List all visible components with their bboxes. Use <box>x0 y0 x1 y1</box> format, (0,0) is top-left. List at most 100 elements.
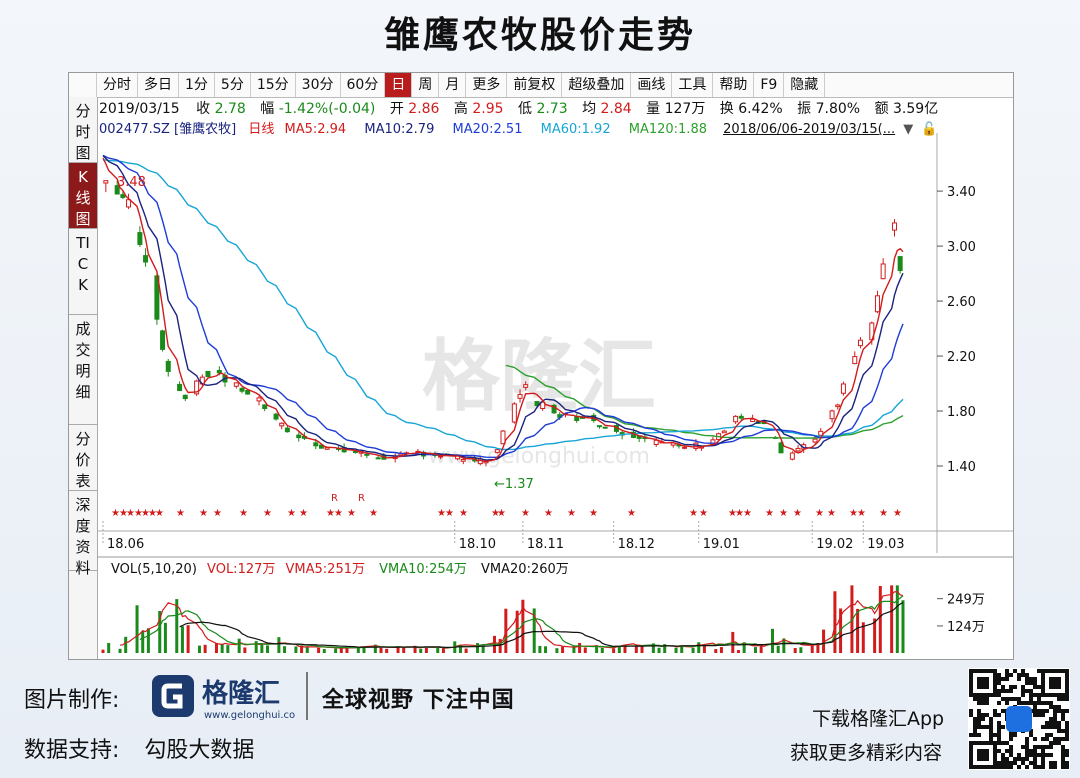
toolbar-item-5[interactable]: 30分 <box>296 73 341 97</box>
toolbar-item-4[interactable]: 15分 <box>251 73 296 97</box>
toolbar-item-3[interactable]: 5分 <box>215 73 251 97</box>
signal-star: ★ <box>176 508 185 519</box>
side-tab-5[interactable]: 深度资料 <box>69 491 97 577</box>
y-tick-label-1: 1.80 <box>947 405 976 420</box>
volume-bar <box>702 644 706 653</box>
candle-body <box>318 444 324 449</box>
candle-body <box>880 263 886 280</box>
stock-code[interactable]: 002477.SZ [雏鹰农牧] <box>99 122 237 137</box>
volume-bar <box>458 645 462 653</box>
signal-star: ★ <box>699 508 708 519</box>
volume-bar <box>600 647 604 653</box>
dropdown-triangle-icon[interactable]: ▼ <box>903 122 914 137</box>
toolbar-item-9[interactable]: 月 <box>439 73 467 97</box>
candle-body <box>596 425 602 428</box>
candle-body <box>852 356 858 365</box>
change-value: -1.42%(-0.04) <box>278 101 376 117</box>
side-tab-0[interactable]: 分时图 <box>69 97 97 163</box>
high-value: 2.95 <box>472 101 504 117</box>
toolbar-item-15[interactable]: 帮助 <box>713 73 755 97</box>
data-source: 勾股大数据 <box>144 738 255 763</box>
quote-date: 2019/03/15 <box>99 101 180 117</box>
vma10-value: VMA10:254万 <box>379 562 467 577</box>
toolbar-item-7[interactable]: 日 <box>385 73 413 97</box>
annotation-0: 3.48 <box>117 175 146 190</box>
volume-bar <box>691 648 695 653</box>
signal-star: ★ <box>334 508 343 519</box>
volume-bar <box>214 643 218 653</box>
amount-value: 3.59亿 <box>893 101 939 117</box>
candle-body <box>891 222 897 231</box>
slogan: 全球视野 下注中国 <box>322 688 515 713</box>
candle-body <box>534 401 540 407</box>
volume-bar <box>555 648 559 653</box>
signal-star: ★ <box>765 508 774 519</box>
volume-bar <box>895 585 899 653</box>
volume-bar <box>481 645 485 653</box>
ma5-line <box>102 157 904 463</box>
volume-bar <box>243 647 247 653</box>
candle-body <box>284 427 290 433</box>
candle-body <box>602 426 608 429</box>
candle-body <box>245 389 251 395</box>
candle-body <box>835 404 841 408</box>
date-range-selector[interactable]: 2018/06/06-2019/03/15(... <box>723 122 896 137</box>
volume-bar <box>163 622 167 653</box>
volume-bar <box>283 646 287 653</box>
turnover-value: 6.42% <box>738 101 783 117</box>
footer: 图片制作: 格隆汇 www.gelonghui.com 全球视野 下注中国 数据… <box>0 660 1080 778</box>
side-tab-4[interactable]: 分价表 <box>69 425 97 491</box>
volume-bar <box>317 647 321 653</box>
logo-mark-icon: 格隆汇 www.gelonghui.com <box>152 675 305 721</box>
volume-bar <box>158 610 162 653</box>
toolbar-item-13[interactable]: 画线 <box>631 73 673 97</box>
toolbar-item-2[interactable]: 1分 <box>179 73 215 97</box>
signal-star: ★ <box>126 508 135 519</box>
volume-bar <box>385 648 389 653</box>
toolbar-item-17[interactable]: 隐藏 <box>784 73 826 97</box>
signal-star: ★ <box>827 508 836 519</box>
volume-bar <box>623 645 627 653</box>
volume-bar <box>538 645 542 653</box>
candle-body <box>795 447 801 452</box>
side-tab-1[interactable]: K线图 <box>69 163 97 229</box>
volume-bar <box>759 644 763 653</box>
volume-bar <box>634 646 638 653</box>
turnover-label: 换 <box>719 101 734 117</box>
toolbar-item-8[interactable]: 周 <box>412 73 440 97</box>
toolbar-item-6[interactable]: 60分 <box>341 73 386 97</box>
candle-body <box>540 401 546 409</box>
volume-bar <box>356 647 360 653</box>
toolbar-item-16[interactable]: F9 <box>754 73 785 97</box>
high-label: 高 <box>453 101 468 117</box>
volume-bar <box>475 643 479 653</box>
open-label: 开 <box>389 101 404 117</box>
ma5-legend: MA5:2.94 <box>284 122 347 137</box>
volume-bar <box>436 648 440 653</box>
signal-star: ★ <box>793 508 802 519</box>
candle-body <box>103 180 109 184</box>
toolbar-item-12[interactable]: 超级叠加 <box>562 73 632 97</box>
candle-body <box>574 416 580 421</box>
candle-body <box>733 415 739 423</box>
amplitude-value: 7.80% <box>815 101 861 117</box>
ma120-legend: MA120:1.88 <box>628 122 707 137</box>
signal-star: ★ <box>263 508 272 519</box>
signal-star: ★ <box>326 508 335 519</box>
toolbar-item-1[interactable]: 多日 <box>138 73 179 97</box>
toolbar-item-11[interactable]: 前复权 <box>507 73 563 97</box>
lock-icon[interactable]: 🔓 <box>921 122 938 137</box>
ma-legend-bar: 002477.SZ [雏鹰农牧] 日线 MA5:2.94 MA10:2.79 M… <box>99 121 938 139</box>
signal-star: ★ <box>893 508 902 519</box>
side-tab-2[interactable]: TICK <box>69 229 97 315</box>
toolbar-item-0[interactable]: 分时 <box>97 73 138 97</box>
toolbar-item-10[interactable]: 更多 <box>466 73 508 97</box>
signal-star: ★ <box>445 508 454 519</box>
y-tick-label-3: 2.60 <box>947 295 976 310</box>
toolbar-item-14[interactable]: 工具 <box>672 73 714 97</box>
volume-bar <box>736 650 740 653</box>
side-tab-3[interactable]: 成交明细 <box>69 315 97 425</box>
candle-body <box>460 459 466 462</box>
period-label[interactable]: 日线 <box>248 122 275 137</box>
toolbar-spacer <box>69 73 97 97</box>
